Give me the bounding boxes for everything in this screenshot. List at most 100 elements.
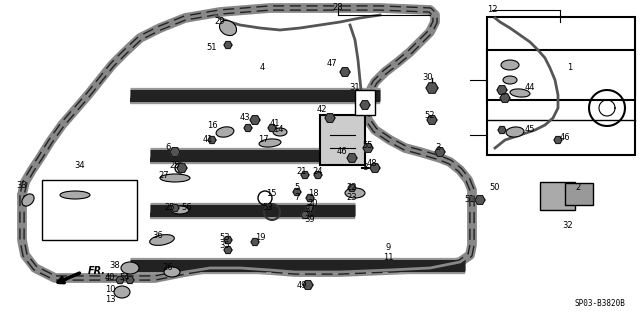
Polygon shape (427, 116, 437, 124)
Polygon shape (250, 116, 260, 124)
Text: 29: 29 (215, 18, 225, 26)
Text: 6: 6 (165, 144, 171, 152)
Bar (487, 17, 635, 155)
Text: 30: 30 (422, 73, 433, 83)
Ellipse shape (510, 89, 530, 97)
Polygon shape (170, 148, 180, 156)
Polygon shape (370, 164, 380, 172)
Polygon shape (325, 114, 335, 122)
Polygon shape (360, 101, 370, 109)
Text: 33: 33 (17, 181, 28, 189)
Text: 41: 41 (203, 136, 213, 145)
Polygon shape (224, 41, 232, 48)
Ellipse shape (164, 267, 180, 277)
Polygon shape (435, 148, 445, 156)
Text: 53: 53 (220, 233, 230, 241)
Ellipse shape (259, 139, 281, 147)
Text: 18: 18 (308, 189, 318, 197)
Polygon shape (340, 68, 350, 76)
Text: 50: 50 (490, 183, 500, 192)
Text: 25: 25 (164, 203, 175, 211)
Text: 49: 49 (297, 280, 307, 290)
Text: 55: 55 (363, 140, 373, 150)
Text: 53: 53 (262, 203, 273, 211)
Text: 25: 25 (170, 160, 180, 169)
Text: 56: 56 (182, 203, 192, 211)
Polygon shape (363, 144, 373, 152)
Bar (487, 50, 635, 100)
Text: 51: 51 (465, 196, 476, 204)
Ellipse shape (501, 60, 519, 70)
Text: 10: 10 (105, 286, 115, 294)
Text: 20: 20 (308, 199, 318, 209)
Text: 13: 13 (105, 295, 115, 305)
Text: 32: 32 (563, 220, 573, 229)
Polygon shape (306, 204, 314, 211)
Text: 47: 47 (326, 58, 337, 68)
Text: 54: 54 (120, 273, 131, 283)
Ellipse shape (171, 206, 189, 214)
Text: 8: 8 (362, 164, 368, 173)
Polygon shape (116, 277, 124, 284)
Polygon shape (554, 137, 562, 144)
Polygon shape (314, 172, 322, 178)
Ellipse shape (121, 262, 139, 274)
Text: 19: 19 (255, 233, 265, 241)
Ellipse shape (160, 174, 190, 182)
Polygon shape (208, 137, 216, 144)
Text: 31: 31 (349, 84, 360, 93)
Text: 26: 26 (163, 263, 173, 272)
Polygon shape (177, 164, 187, 172)
Text: 14: 14 (273, 125, 284, 135)
Polygon shape (426, 83, 438, 93)
Polygon shape (224, 236, 232, 243)
Text: FR.: FR. (88, 266, 106, 276)
Text: 21: 21 (297, 167, 307, 176)
Polygon shape (347, 154, 357, 162)
Ellipse shape (216, 127, 234, 137)
Text: 45: 45 (525, 125, 535, 135)
Text: 35: 35 (220, 241, 230, 250)
Text: 51: 51 (207, 42, 217, 51)
Polygon shape (224, 247, 232, 254)
Ellipse shape (114, 286, 130, 298)
Text: 37: 37 (305, 205, 316, 214)
Polygon shape (303, 281, 313, 289)
Text: 43: 43 (240, 114, 250, 122)
Text: 7: 7 (294, 194, 300, 203)
Bar (540, 182, 575, 210)
Polygon shape (500, 94, 510, 102)
Text: 40: 40 (105, 273, 115, 283)
Text: 16: 16 (207, 121, 218, 130)
Polygon shape (171, 204, 179, 211)
Text: 22: 22 (347, 183, 357, 192)
Ellipse shape (345, 188, 365, 198)
Polygon shape (244, 124, 252, 131)
Text: 27: 27 (159, 170, 170, 180)
Polygon shape (498, 127, 506, 133)
Ellipse shape (60, 191, 90, 199)
Ellipse shape (220, 20, 237, 35)
Text: 41: 41 (269, 118, 280, 128)
Text: 39: 39 (305, 216, 316, 225)
Text: 46: 46 (337, 147, 348, 157)
Text: 9: 9 (385, 243, 390, 253)
Text: 24: 24 (313, 167, 323, 176)
Text: 3: 3 (435, 144, 441, 152)
Polygon shape (475, 196, 485, 204)
Polygon shape (301, 211, 309, 219)
Bar (565, 183, 593, 205)
Polygon shape (251, 239, 259, 245)
Text: 52: 52 (425, 110, 435, 120)
Text: 17: 17 (258, 136, 268, 145)
Text: 42: 42 (317, 106, 327, 115)
Ellipse shape (273, 128, 287, 136)
Text: 5: 5 (294, 183, 300, 192)
Text: 4: 4 (259, 63, 264, 72)
Text: 28: 28 (333, 4, 343, 12)
Text: 12: 12 (487, 5, 497, 14)
Text: 1: 1 (568, 63, 573, 72)
Text: 11: 11 (383, 254, 393, 263)
Ellipse shape (503, 76, 517, 84)
Text: 2: 2 (575, 183, 580, 192)
